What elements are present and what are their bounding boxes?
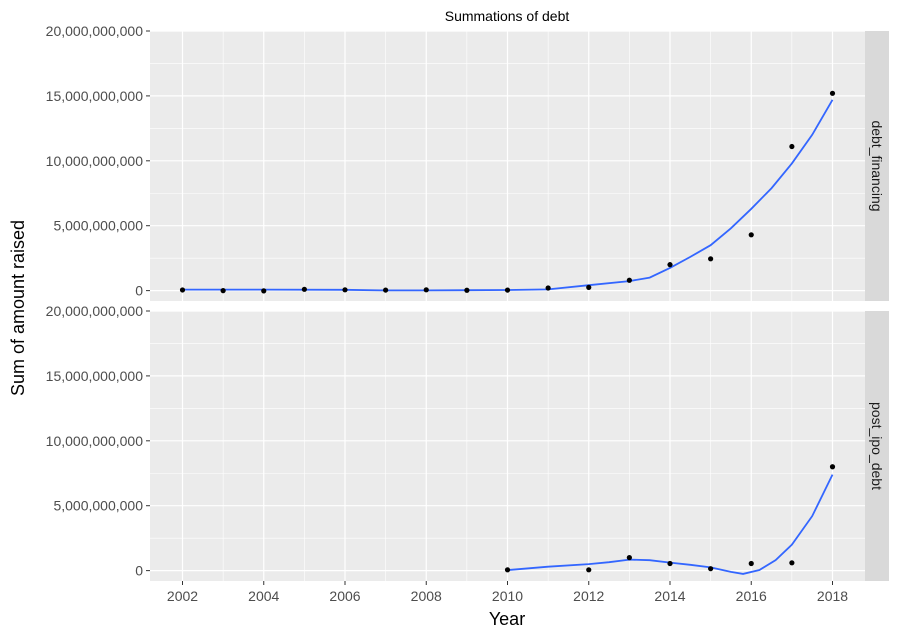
facet-strip xyxy=(865,311,889,581)
data-point xyxy=(423,287,429,293)
data-point xyxy=(667,262,673,268)
y-tick-label: 10,000,000,000 xyxy=(46,433,144,449)
y-tick-label: 20,000,000,000 xyxy=(46,23,144,39)
x-tick-label: 2002 xyxy=(167,588,198,604)
facet-panels: 0 5,000,000,000 10,000,000,000 15,000,000,0… xyxy=(46,23,889,581)
x-tick-label: 2010 xyxy=(492,588,523,604)
data-point xyxy=(383,287,389,293)
y-axis-title: Sum of amount raised xyxy=(8,220,28,396)
data-point xyxy=(301,286,307,292)
x-tick-label: 2006 xyxy=(329,588,360,604)
data-point xyxy=(179,287,186,293)
data-point xyxy=(667,560,673,567)
y-tick-label: 10,000,000,000 xyxy=(46,153,144,169)
x-tick-label: 2014 xyxy=(654,588,685,604)
x-axis-title: Year xyxy=(489,609,525,629)
x-tick-label: 2018 xyxy=(817,588,848,604)
facet-strip-label: debt_financing xyxy=(869,120,885,211)
facet-strip xyxy=(865,31,889,301)
y-tick-label: 20,000,000,000 xyxy=(46,303,144,319)
data-point xyxy=(342,287,348,293)
data-point xyxy=(748,232,754,238)
trend-line xyxy=(182,99,834,292)
y-tick-label: 5,000,000,000 xyxy=(53,498,143,514)
data-point xyxy=(545,285,551,291)
data-point xyxy=(261,288,267,294)
data-point xyxy=(748,560,754,567)
data-point xyxy=(586,567,592,573)
x-tick-label: 2004 xyxy=(248,588,279,604)
chart-title: Summations of debt xyxy=(445,8,570,24)
data-point xyxy=(220,288,226,294)
data-point xyxy=(626,277,632,283)
data-point xyxy=(504,287,511,293)
data-point xyxy=(708,566,714,572)
y-tick-label: 0 xyxy=(135,283,143,299)
y-tick-label: 5,000,000,000 xyxy=(53,218,143,234)
x-axis: 2002 2004 2006 2008 2010 2012 2014 2016 2018 xyxy=(167,581,848,604)
data-point xyxy=(789,560,795,566)
data-point xyxy=(789,143,795,150)
facet-panel-debt_financing: 0 5,000,000,000 10,000,000,000 15,000,000,0… xyxy=(46,23,889,301)
y-tick-label: 15,000,000,000 xyxy=(46,88,144,104)
y-tick-label: 15,000,000,000 xyxy=(46,368,144,384)
data-point xyxy=(464,287,470,293)
y-tick-label: 0 xyxy=(135,563,143,579)
data-point xyxy=(504,567,511,573)
x-tick-label: 2016 xyxy=(736,588,767,604)
facet-panel-post_ipo_debt: 0 5,000,000,000 10,000,000,000 15,000,000,0… xyxy=(46,303,889,581)
data-point xyxy=(626,555,632,561)
data-point xyxy=(708,256,714,262)
facet-strip-label: post_ipo_debt xyxy=(869,402,885,490)
data-point xyxy=(829,90,836,96)
x-tick-label: 2008 xyxy=(411,588,442,604)
trend-line xyxy=(507,474,834,575)
data-point xyxy=(829,464,836,470)
data-point xyxy=(586,284,592,290)
x-tick-label: 2012 xyxy=(573,588,604,604)
